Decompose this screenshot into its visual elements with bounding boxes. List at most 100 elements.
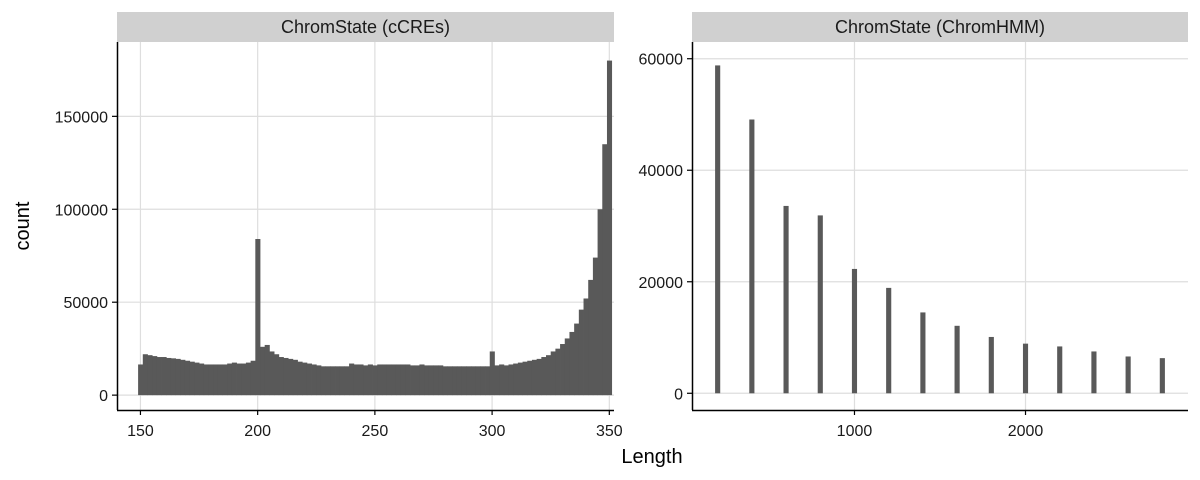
bar-cCREs-56 xyxy=(400,364,406,396)
bar-cCREs-78 xyxy=(503,365,509,396)
y-tick-label-cCREs-1: 50000 xyxy=(64,295,109,312)
bar-ChromHMM-10 xyxy=(1057,346,1063,394)
bar-cCREs-15 xyxy=(208,364,214,396)
y-ticks-cCREs: 0 50000 100000 150000 xyxy=(55,109,117,405)
bar-cCREs-66 xyxy=(447,366,453,396)
bar-cCREs-30 xyxy=(278,357,284,396)
bar-ChromHMM-13 xyxy=(1159,358,1165,394)
bar-cCREs-77 xyxy=(499,364,505,396)
bar-ChromHMM-5 xyxy=(886,287,892,394)
panel-ChromHMM: ChromState (ChromHMM) 0 20000 40000 60000 1… xyxy=(639,12,1188,440)
y-tick-label-ChromHMM-0: 0 xyxy=(674,386,683,403)
bars-cCREs xyxy=(138,60,613,396)
bar-cCREs-73 xyxy=(480,366,486,396)
y-tick-label-cCREs-3: 150000 xyxy=(55,109,108,126)
bar-cCREs-28 xyxy=(269,351,275,396)
bar-cCREs-88 xyxy=(550,351,556,396)
y-tick-label-ChromHMM-2: 40000 xyxy=(639,163,684,180)
x-tick-label-cCREs-4: 350 xyxy=(596,423,623,440)
bar-cCREs-44 xyxy=(344,366,350,396)
bar-cCREs-72 xyxy=(475,366,481,396)
x-tick-label-cCREs-3: 300 xyxy=(479,423,506,440)
bar-cCREs-85 xyxy=(536,358,542,396)
bar-cCREs-71 xyxy=(470,366,477,396)
bar-cCREs-21 xyxy=(236,363,242,396)
bar-cCREs-42 xyxy=(335,366,341,396)
bar-cCREs-99 xyxy=(602,144,608,396)
bar-cCREs-59 xyxy=(414,365,420,396)
bar-cCREs-54 xyxy=(391,364,397,396)
bar-cCREs-89 xyxy=(555,348,561,396)
bar-ChromHMM-9 xyxy=(1022,343,1029,394)
bar-cCREs-93 xyxy=(574,323,580,396)
bar-cCREs-86 xyxy=(541,357,547,396)
bar-ChromHMM-8 xyxy=(988,336,994,394)
panel-strip-label-cCREs: ChromState (cCREs) xyxy=(281,17,450,37)
bar-cCREs-45 xyxy=(349,363,355,396)
bar-cCREs-60 xyxy=(419,364,425,396)
bar-ChromHMM-7 xyxy=(954,325,960,394)
bar-cCREs-68 xyxy=(456,366,463,396)
bar-ChromHMM-4 xyxy=(851,268,858,394)
x-ticks-ChromHMM: 1000 2000 xyxy=(837,410,1044,440)
panel-strip-label-ChromHMM: ChromState (ChromHMM) xyxy=(835,17,1045,37)
bar-cCREs-36 xyxy=(306,363,312,396)
bar-cCREs-94 xyxy=(578,309,584,396)
bar-cCREs-67 xyxy=(452,366,458,396)
y-tick-label-ChromHMM-3: 60000 xyxy=(639,52,684,69)
bar-cCREs-47 xyxy=(358,364,364,396)
bar-cCREs-37 xyxy=(311,364,317,396)
panel-strip-ChromHMM xyxy=(692,12,1188,42)
bar-cCREs-52 xyxy=(381,364,387,396)
bar-cCREs-13 xyxy=(199,363,205,396)
bar-cCREs-19 xyxy=(227,363,233,396)
x-tick-label-cCREs-0: 150 xyxy=(127,423,154,440)
y-ticks-ChromHMM: 0 20000 40000 60000 xyxy=(639,52,692,403)
bar-cCREs-25 xyxy=(255,239,261,396)
bar-cCREs-18 xyxy=(222,364,228,396)
bar-cCREs-48 xyxy=(363,365,369,396)
bar-cCREs-40 xyxy=(325,366,331,396)
x-tick-label-ChromHMM-1: 2000 xyxy=(1008,423,1044,440)
bar-cCREs-62 xyxy=(428,365,434,396)
bar-cCREs-91 xyxy=(564,338,570,396)
bar-cCREs-26 xyxy=(260,346,266,396)
bar-cCREs-33 xyxy=(292,359,298,396)
bar-cCREs-69 xyxy=(461,366,467,396)
x-ticks-cCREs: 150 200 250 300 350 xyxy=(127,410,623,440)
gridlines-cCREs xyxy=(117,42,614,410)
bar-cCREs-70 xyxy=(466,366,472,396)
bar-ChromHMM-0 xyxy=(715,65,721,394)
y-tick-label-cCREs-2: 100000 xyxy=(55,202,108,219)
bar-cCREs-83 xyxy=(527,360,533,396)
bar-cCREs-55 xyxy=(395,364,402,396)
bar-cCREs-43 xyxy=(339,366,345,396)
bar-cCREs-14 xyxy=(203,364,209,396)
bar-cCREs-50 xyxy=(372,365,378,396)
bar-cCREs-61 xyxy=(424,365,430,396)
bar-cCREs-82 xyxy=(522,361,528,396)
bar-cCREs-95 xyxy=(583,298,589,396)
bar-cCREs-64 xyxy=(438,365,444,396)
bar-cCREs-6 xyxy=(166,357,172,396)
bar-cCREs-8 xyxy=(175,358,181,396)
bar-cCREs-29 xyxy=(274,354,280,396)
bar-cCREs-24 xyxy=(250,360,256,396)
bar-cCREs-1 xyxy=(142,354,148,396)
bar-cCREs-9 xyxy=(180,359,186,396)
bar-cCREs-46 xyxy=(353,364,359,396)
bar-cCREs-35 xyxy=(302,362,308,396)
bar-cCREs-3 xyxy=(152,356,158,396)
bar-cCREs-98 xyxy=(597,209,603,396)
bar-cCREs-100 xyxy=(606,60,613,396)
bar-cCREs-10 xyxy=(184,360,191,396)
bar-cCREs-17 xyxy=(217,364,223,396)
bar-cCREs-53 xyxy=(386,364,392,396)
bar-cCREs-97 xyxy=(592,257,598,396)
bar-cCREs-16 xyxy=(213,364,219,396)
y-tick-label-ChromHMM-1: 20000 xyxy=(639,275,684,292)
bar-cCREs-11 xyxy=(189,361,195,396)
bar-cCREs-92 xyxy=(569,331,575,396)
bar-cCREs-27 xyxy=(264,344,270,396)
